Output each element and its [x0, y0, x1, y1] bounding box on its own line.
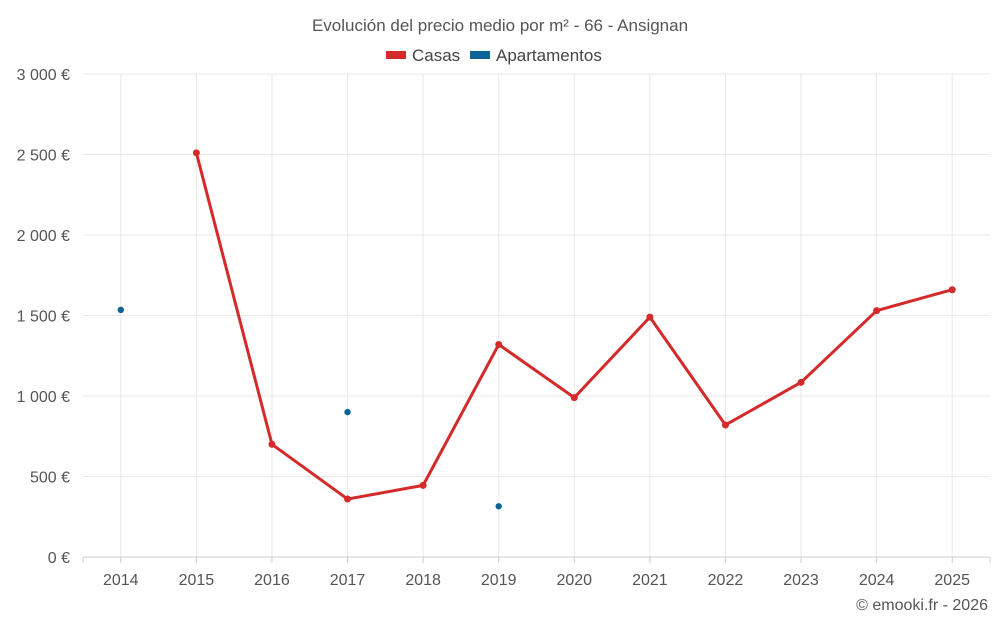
x-tick-label: 2015 — [179, 572, 215, 589]
legend-item-casas[interactable]: Casas — [386, 46, 460, 65]
data-point-casas-2018[interactable] — [419, 481, 427, 489]
x-tick-label: 2018 — [405, 572, 441, 589]
y-tick-label: 0 € — [48, 550, 70, 567]
chart-title: Evolución del precio medio por m² - 66 -… — [312, 16, 688, 35]
series-apartamentos — [117, 306, 502, 510]
data-point-casas-2020[interactable] — [570, 394, 578, 402]
data-point-casas-2022[interactable] — [721, 421, 729, 429]
credit-text: © emooki.fr - 2026 — [856, 597, 988, 614]
series — [117, 149, 956, 510]
y-tick-label: 500 € — [30, 470, 70, 487]
data-point-casas-2025[interactable] — [948, 286, 956, 294]
y-tick-label: 2 000 € — [17, 228, 70, 245]
data-point-casas-2019[interactable] — [495, 340, 503, 348]
y-tick-label: 1 500 € — [17, 309, 70, 326]
x-tick-label: 2022 — [708, 572, 744, 589]
data-point-apartamentos-2014[interactable] — [117, 306, 124, 314]
data-point-apartamentos-2017[interactable] — [344, 408, 351, 416]
legend-swatch-casas — [386, 51, 406, 59]
data-point-casas-2015[interactable] — [192, 149, 200, 157]
legend: Casas Apartamentos — [386, 46, 602, 65]
x-tick-label: 2016 — [254, 572, 290, 589]
x-tick-label: 2017 — [330, 572, 366, 589]
legend-item-apartamentos[interactable]: Apartamentos — [470, 46, 602, 65]
y-tick-label: 1 000 € — [17, 389, 70, 406]
y-tick-label: 2 500 € — [17, 148, 70, 165]
y-tick-label: 3 000 € — [17, 67, 70, 84]
axes: 0 € 500 € 1 000 € 1 500 € 2 000 € 2 500 € 3 00… — [17, 67, 991, 589]
legend-label-apartamentos: Apartamentos — [496, 46, 602, 65]
x-tick-label: 2019 — [481, 572, 517, 589]
data-point-casas-2016[interactable] — [268, 440, 276, 448]
x-tick-label: 2014 — [103, 572, 139, 589]
series-casas — [192, 149, 956, 503]
x-tick-label: 2025 — [934, 572, 970, 589]
x-tick-label: 2023 — [783, 572, 819, 589]
data-point-casas-2023[interactable] — [797, 378, 805, 386]
data-point-apartamentos-2019[interactable] — [495, 503, 502, 510]
data-point-casas-2021[interactable] — [646, 313, 654, 321]
data-point-casas-2017[interactable] — [344, 495, 352, 503]
legend-label-casas: Casas — [412, 46, 460, 65]
x-tick-label: 2020 — [556, 572, 592, 589]
legend-swatch-apartamentos — [470, 51, 490, 59]
data-point-casas-2024[interactable] — [873, 307, 881, 315]
x-tick-label: 2021 — [632, 572, 668, 589]
x-tick-label: 2024 — [859, 572, 895, 589]
grid — [83, 73, 990, 557]
